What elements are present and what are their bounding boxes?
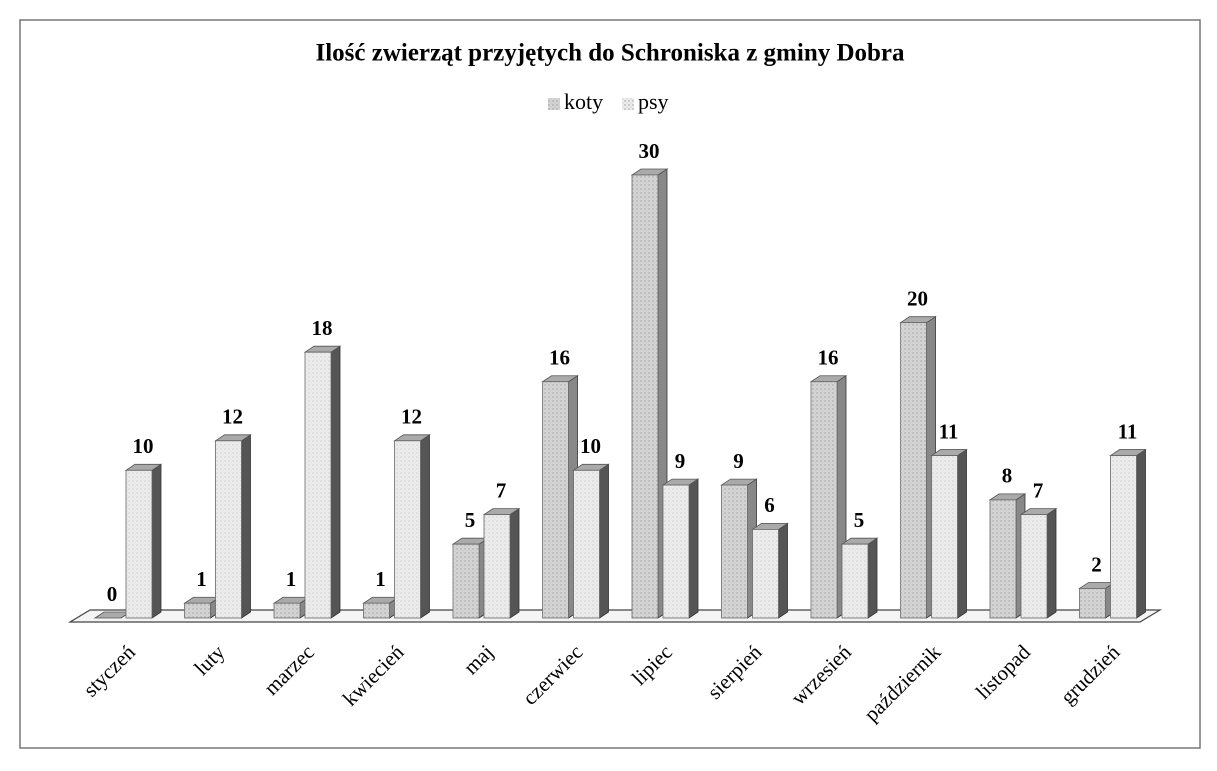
data-label: 0 (107, 582, 118, 606)
legend-label: psy (638, 89, 669, 114)
bar-side (241, 434, 251, 619)
bar-texture (900, 322, 927, 618)
bar-texture (663, 485, 689, 618)
bar-texture (274, 603, 300, 618)
bar-side (1136, 448, 1146, 619)
bar-side (688, 478, 699, 619)
data-label: 2 (1091, 552, 1102, 576)
bar-texture (1079, 588, 1106, 618)
data-label: 5 (854, 508, 865, 532)
bar-texture (990, 499, 1016, 618)
bar-texture (752, 529, 779, 618)
bar-side (867, 537, 878, 619)
bar-texture (573, 470, 600, 618)
bar-side (330, 345, 341, 619)
bar-texture (126, 470, 152, 618)
data-label: 12 (401, 405, 422, 429)
data-label: 7 (496, 478, 507, 502)
legend-swatch-texture (622, 98, 634, 110)
bar-texture (542, 381, 569, 618)
bar-texture (453, 544, 479, 618)
data-label: 9 (733, 449, 744, 473)
data-label: 7 (1033, 478, 1044, 502)
legend-swatch-texture (548, 98, 560, 110)
bar-texture (721, 485, 748, 618)
data-label: 12 (222, 405, 243, 429)
data-label: 1 (375, 567, 386, 591)
bar-texture (305, 352, 331, 618)
bar-texture (1021, 514, 1047, 618)
bar-texture (632, 175, 658, 618)
data-label: 8 (1002, 464, 1013, 488)
bar-side (778, 522, 788, 619)
bar-side (420, 434, 430, 619)
bar-side (509, 507, 520, 619)
frame (19, 19, 1201, 749)
data-label: 20 (907, 286, 928, 310)
bar-texture (484, 514, 510, 618)
bar-side (599, 463, 609, 619)
bar-texture (842, 544, 868, 618)
data-label: 30 (639, 139, 660, 163)
bar-side (957, 448, 967, 619)
data-label: 1 (196, 567, 207, 591)
chart-title: Ilość zwierząt przyjętych do Schroniska … (315, 40, 905, 67)
data-label: 11 (1118, 419, 1138, 443)
data-label: 11 (939, 419, 959, 443)
bar-side (151, 463, 162, 619)
bar-texture (394, 440, 421, 618)
bar-texture (931, 455, 958, 618)
data-label: 5 (465, 508, 476, 532)
bar-texture (1110, 455, 1137, 618)
bar-texture (184, 603, 211, 618)
data-label: 16 (549, 346, 570, 370)
legend-label: koty (564, 89, 603, 114)
data-label: 16 (818, 346, 839, 370)
data-label: 6 (764, 493, 775, 517)
bar-side (1046, 507, 1057, 619)
data-label: 18 (312, 316, 333, 340)
data-label: 1 (286, 567, 297, 591)
data-label: 10 (133, 434, 154, 458)
data-label: 9 (675, 449, 686, 473)
data-label: 10 (580, 434, 601, 458)
bar-texture (215, 440, 242, 618)
floor (67, 609, 1163, 623)
bar-texture (811, 381, 837, 618)
bar-texture (363, 603, 390, 618)
